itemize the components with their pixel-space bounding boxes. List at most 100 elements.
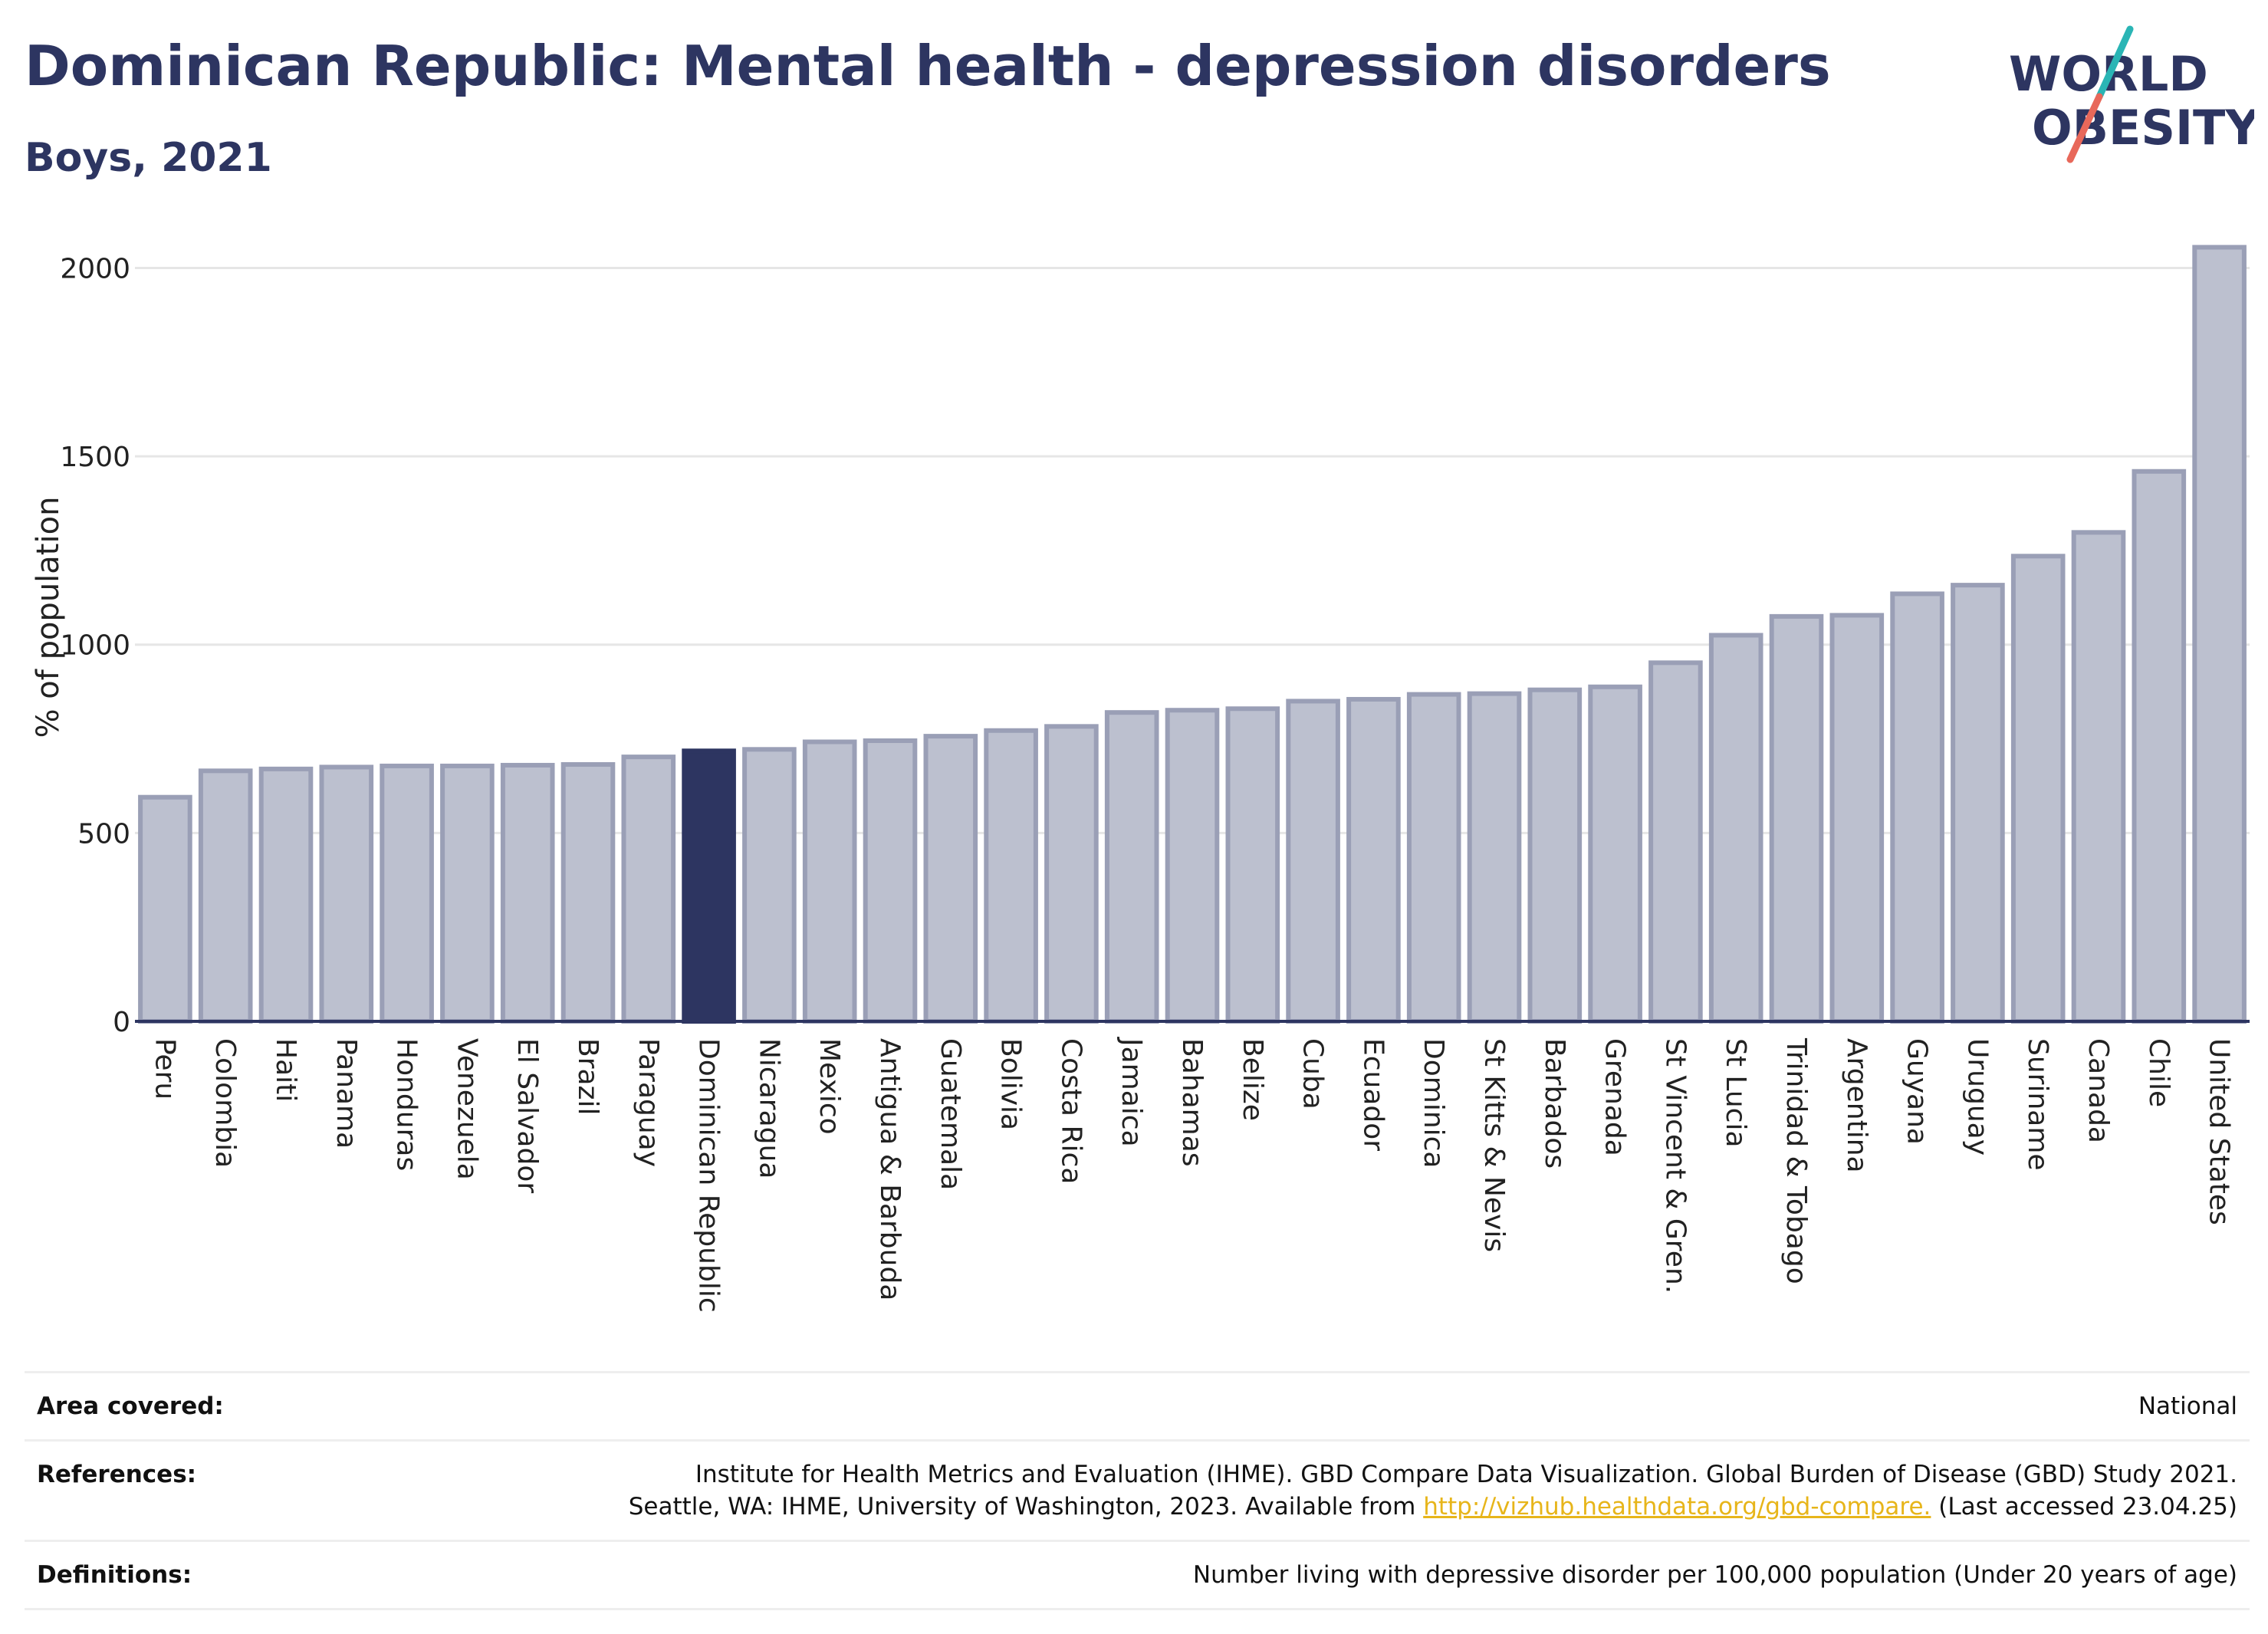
info-row-references: References: Institute for Health Metrics… <box>25 1439 2250 1542</box>
bar-bahamas <box>1165 708 1220 1024</box>
x-tick-label: Canada <box>2082 1038 2114 1143</box>
y-axis-label: % of population <box>31 497 66 738</box>
bar-st-kitts-nevis <box>1467 691 1522 1024</box>
chart-subtitle: Boys, 2021 <box>25 135 272 181</box>
bar-peru <box>138 794 192 1024</box>
bar-canada <box>2071 530 2126 1024</box>
x-tick-label: Dominica <box>1418 1038 1449 1169</box>
x-tick-label: Bahamas <box>1176 1038 1208 1167</box>
bar-united-states <box>2192 245 2247 1024</box>
info-row-definitions: Definitions: Number living with depressi… <box>25 1540 2250 1610</box>
bar-cuba <box>1286 699 1340 1024</box>
info-key-definitions: Definitions: <box>25 1540 371 1610</box>
bar-suriname <box>2010 554 2066 1024</box>
bar-mexico <box>802 739 857 1024</box>
x-tick-label: Trinidad & Tobago <box>1780 1037 1812 1284</box>
x-tick-label: Mexico <box>814 1038 845 1135</box>
bar-chart: 0 500 1000 1500 2000 Peru Colombia Haiti Panama… <box>31 245 2250 1313</box>
x-tick-label: Haiti <box>270 1038 301 1102</box>
bar-nicaragua <box>742 747 797 1024</box>
bar-st-vincent-gren- <box>1648 660 1703 1024</box>
world-obesity-logo: WORLD OBESITY <box>2009 25 2254 163</box>
y-tick-label: 2000 <box>60 253 130 284</box>
chart-title: Dominican Republic: Mental health - depr… <box>25 34 1831 98</box>
info-value-references: Institute for Health Metrics and Evaluat… <box>371 1439 2250 1542</box>
x-tick-label: Paraguay <box>633 1038 664 1167</box>
x-tick-label: Dominican Republic <box>693 1038 725 1313</box>
bar-belize <box>1225 706 1280 1024</box>
bar-venezuela <box>440 763 495 1024</box>
x-tick-label: St Lucia <box>1720 1038 1751 1148</box>
y-tick-labels: 0 500 1000 1500 2000 <box>60 253 130 1038</box>
x-tick-label: Honduras <box>391 1038 422 1171</box>
info-value-area: National <box>371 1371 2250 1442</box>
bar-costa-rica <box>1044 724 1099 1024</box>
x-tick-label: Nicaragua <box>753 1038 784 1179</box>
info-value-definitions: Number living with depressive disorder p… <box>371 1540 2250 1610</box>
references-line2-suffix: (Last accessed 23.04.25) <box>1931 1493 2237 1521</box>
logo-slash-top <box>2095 25 2134 100</box>
bar-el-salvador <box>500 762 555 1024</box>
info-table: Area covered: National References: Insti… <box>25 1371 2250 1610</box>
bar-argentina <box>1829 613 1885 1024</box>
bar-st-lucia <box>1708 633 1763 1024</box>
bar-grenada <box>1588 684 1642 1024</box>
info-key-references: References: <box>25 1439 371 1542</box>
bar-paraguay <box>621 755 676 1024</box>
x-tick-label: Venezuela <box>451 1038 482 1180</box>
x-tick-label: Ecuador <box>1357 1038 1389 1151</box>
x-tick-label: Cuba <box>1297 1038 1329 1110</box>
references-line1: Institute for Health Metrics and Evaluat… <box>695 1461 2237 1488</box>
x-tick-label: St Kitts & Nevis <box>1478 1038 1510 1252</box>
bar-guatemala <box>923 734 978 1024</box>
references-line2-prefix: Seattle, WA: IHME, University of Washing… <box>628 1493 1424 1521</box>
bar-uruguay <box>1951 583 2005 1024</box>
x-tick-label: Uruguay <box>1961 1038 1993 1156</box>
bar-haiti <box>258 766 314 1024</box>
logo-text-obesity: OBESITY <box>2032 100 2254 156</box>
bars <box>138 245 2247 1024</box>
bar-panama <box>319 764 374 1024</box>
x-tick-label: Jamaica <box>1116 1037 1147 1147</box>
bar-dominican-republic <box>682 748 736 1024</box>
x-tick-label: Chile <box>2143 1038 2174 1107</box>
bar-antigua-barbuda <box>863 738 918 1024</box>
x-tick-label: Peru <box>149 1038 180 1100</box>
bar-dominica <box>1406 692 1461 1024</box>
bar-jamaica <box>1104 710 1159 1024</box>
y-tick-label: 500 <box>77 818 130 850</box>
x-tick-label: Suriname <box>2022 1038 2053 1171</box>
x-tick-label: Costa Rica <box>1055 1038 1086 1184</box>
bar-trinidad-tobago <box>1769 613 1824 1024</box>
bar-colombia <box>198 768 253 1024</box>
info-key-area: Area covered: <box>25 1371 371 1442</box>
y-tick-label: 1000 <box>60 630 130 662</box>
x-tick-label: Grenada <box>1599 1038 1631 1156</box>
y-tick-label: 1500 <box>60 442 130 473</box>
x-tick-label: Barbados <box>1539 1038 1570 1169</box>
x-tick-label: Guatemala <box>935 1038 966 1190</box>
x-tick-label: El Salvador <box>511 1038 543 1193</box>
bar-chile <box>2132 469 2187 1024</box>
x-tick-label: Brazil <box>572 1038 603 1115</box>
bar-brazil <box>560 761 616 1024</box>
references-link[interactable]: http://vizhub.healthdata.org/gbd-compare… <box>1423 1493 1931 1521</box>
x-tick-label: Bolivia <box>995 1038 1027 1130</box>
logo-slash-bottom <box>2066 93 2103 163</box>
x-tick-label: United States <box>2204 1038 2235 1225</box>
x-tick-label: Colombia <box>209 1038 241 1168</box>
x-tick-labels: Peru Colombia Haiti Panama Honduras Venezuela… <box>149 1037 2234 1313</box>
x-tick-label: Argentina <box>1841 1038 1872 1173</box>
bar-bolivia <box>984 728 1038 1024</box>
x-tick-label: St Vincent & Gren. <box>1659 1038 1691 1294</box>
bar-barbados <box>1527 687 1583 1024</box>
bar-honduras <box>380 763 434 1024</box>
bar-ecuador <box>1346 696 1401 1024</box>
x-tick-label: Antigua & Barbuda <box>874 1038 906 1300</box>
info-row-area: Area covered: National <box>25 1371 2250 1442</box>
x-tick-label: Belize <box>1237 1038 1268 1121</box>
bar-guyana <box>1890 591 1944 1024</box>
x-tick-label: Guyana <box>1902 1038 1933 1145</box>
x-tick-label: Panama <box>330 1038 362 1149</box>
y-tick-label: 0 <box>113 1007 130 1038</box>
